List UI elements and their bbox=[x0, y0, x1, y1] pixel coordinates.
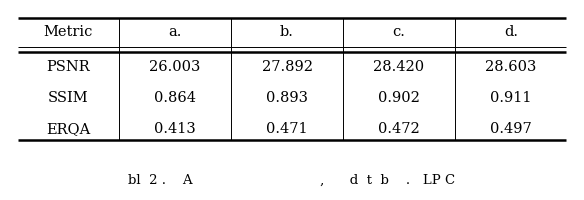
Text: c.: c. bbox=[392, 25, 405, 39]
Text: 0.471: 0.471 bbox=[266, 122, 308, 136]
Text: 0.413: 0.413 bbox=[154, 122, 196, 136]
Text: 28.420: 28.420 bbox=[374, 60, 425, 74]
Text: 26.003: 26.003 bbox=[150, 60, 201, 74]
Text: 0.497: 0.497 bbox=[490, 122, 531, 136]
Text: PSNR: PSNR bbox=[47, 60, 90, 74]
Text: ERQA: ERQA bbox=[46, 122, 91, 136]
Text: 0.893: 0.893 bbox=[266, 91, 308, 105]
Text: Metric: Metric bbox=[44, 25, 93, 39]
Text: d.: d. bbox=[504, 25, 518, 39]
Text: 0.902: 0.902 bbox=[378, 91, 420, 105]
Text: b.: b. bbox=[280, 25, 294, 39]
Text: 28.603: 28.603 bbox=[485, 60, 537, 74]
Text: a.: a. bbox=[168, 25, 182, 39]
Text: 0.472: 0.472 bbox=[378, 122, 420, 136]
Text: 0.911: 0.911 bbox=[490, 91, 531, 105]
Text: bl  2 .    A                              ,      d  t  b    .   LP C: bl 2 . A , d t b . LP C bbox=[128, 173, 456, 186]
Text: 0.864: 0.864 bbox=[154, 91, 196, 105]
Text: SSIM: SSIM bbox=[48, 91, 89, 105]
Text: 27.892: 27.892 bbox=[262, 60, 312, 74]
